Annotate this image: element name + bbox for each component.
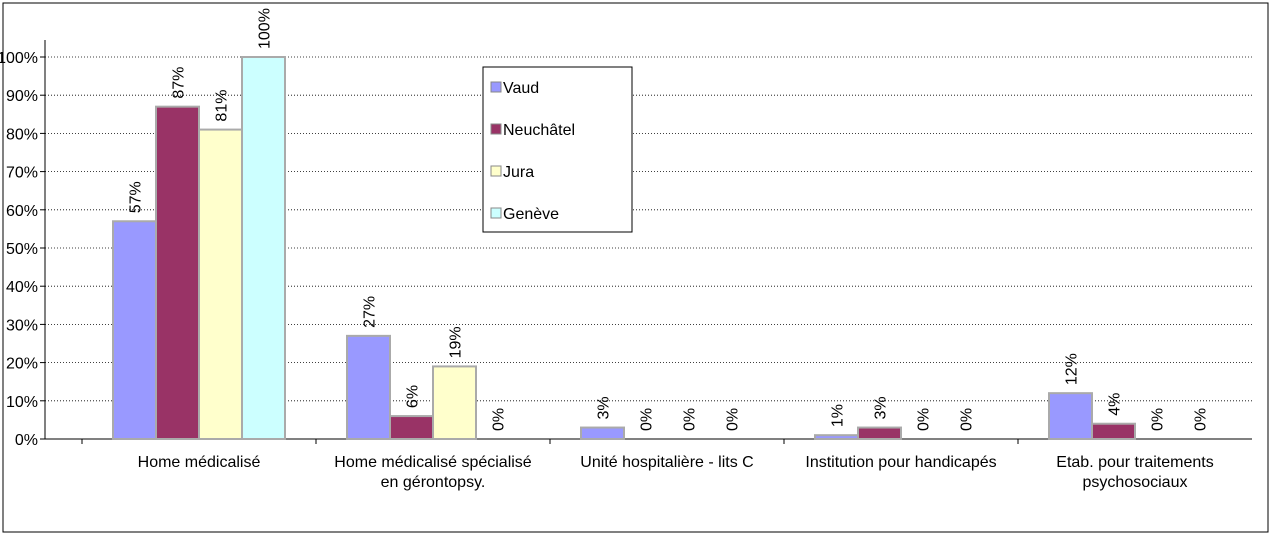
legend-label: Vaud [503,80,539,97]
y-tick-label: 30% [6,317,38,334]
legend-label: Jura [503,164,534,181]
legend-label: Genève [503,206,559,223]
value-label: 0% [639,408,656,431]
value-label: 87% [171,67,188,99]
value-label: 4% [1107,393,1124,416]
bar [1048,392,1093,441]
value-label: 81% [214,90,231,122]
bar [389,415,434,440]
y-tick-label: 90% [6,88,38,105]
legend-swatch [490,207,502,219]
value-label: 0% [1150,408,1167,431]
y-tick-label: 80% [6,126,38,143]
x-tick-label: Institution pour handicapés [805,454,996,471]
y-tick-label: 0% [15,432,38,449]
y-tick-label: 70% [6,165,38,182]
bar [112,220,157,440]
y-tick-label: 40% [6,279,38,296]
x-tick-label: Etab. pour traitements psychosociaux [1056,454,1213,491]
legend-swatch [490,81,502,93]
value-label: 1% [830,404,847,427]
value-label: 0% [682,408,699,431]
y-tick-label: 20% [6,356,38,373]
value-label: 0% [916,408,933,431]
value-label: 3% [596,396,613,419]
bar [814,434,859,440]
y-tick-label: 60% [6,203,38,220]
x-tick-label: Home médicalisé [138,454,261,471]
value-label: 3% [873,396,890,419]
value-label: 0% [725,408,742,431]
bar [580,426,625,441]
x-tick-label: Unité hospitalière - lits C [580,454,753,471]
bar [155,105,200,440]
value-label: 0% [959,408,976,431]
legend-swatch [490,165,502,177]
value-label: 0% [1193,408,1210,431]
value-label: 0% [491,408,508,431]
y-tick-label: 50% [6,241,38,258]
value-label: 57% [128,181,145,213]
legend-swatch [490,123,502,135]
bar [241,56,286,440]
bar [198,128,243,441]
legend-box [482,66,633,233]
bar [432,365,477,441]
value-label: 100% [257,8,274,49]
legend-label: Neuchâtel [503,122,575,139]
y-tick-label: 100% [0,50,38,67]
bar [857,426,902,441]
y-tick-label: 10% [6,394,38,411]
legend: Vaud Neuchâtel Jura Genève [482,66,633,233]
value-label: 19% [448,326,465,358]
x-tick-label: Home médicalisé spécialisé en gérontopsy. [334,454,532,491]
bar [1091,422,1136,441]
bar [346,334,391,440]
value-label: 27% [362,296,379,328]
value-label: 12% [1064,353,1081,385]
value-label: 6% [405,385,422,408]
